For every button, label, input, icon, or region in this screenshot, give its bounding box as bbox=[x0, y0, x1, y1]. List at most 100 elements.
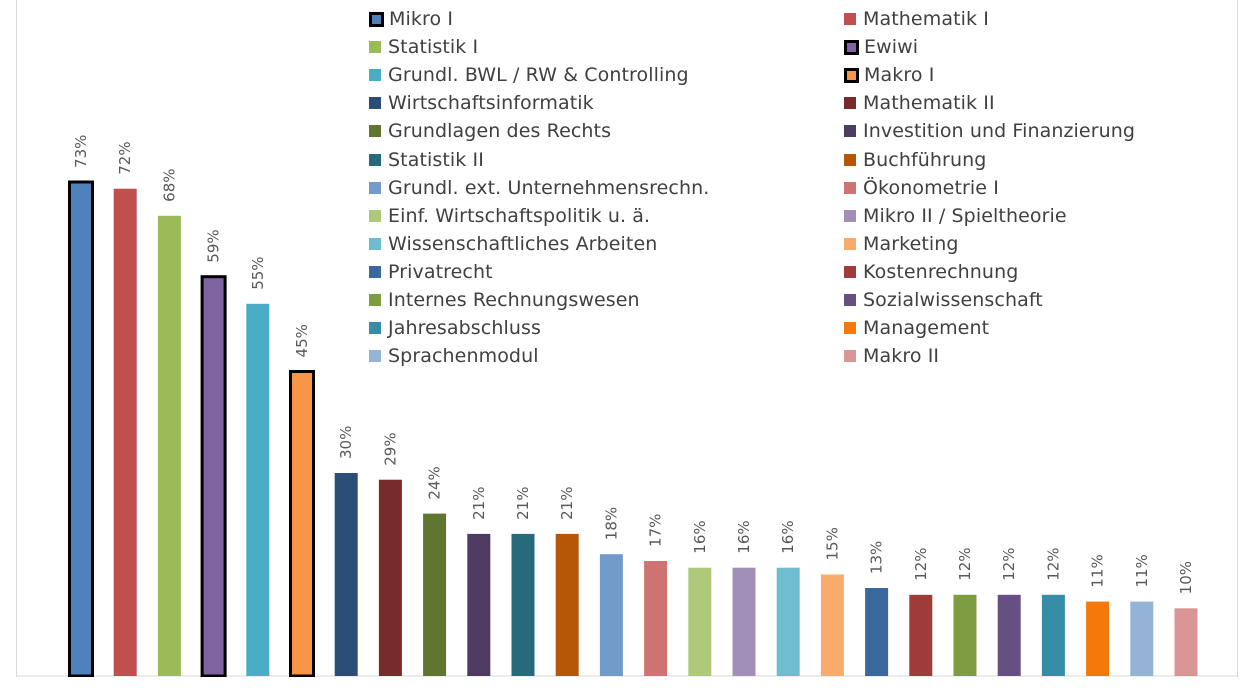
data-label-ewiwi: 59% bbox=[205, 229, 223, 262]
data-label-mathematik-i: 72% bbox=[116, 141, 134, 174]
legend-label: Marketing bbox=[863, 232, 959, 255]
legend-item-mathematik-i: Mathematik I bbox=[844, 7, 989, 31]
chart-frame: 73% 72% 68% 59% 55% 45% 30% 29% 24% 21% 21% 21% 18% 1… bbox=[16, 0, 1239, 677]
legend-swatch bbox=[369, 322, 381, 335]
legend-item-statistik-i: Statistik I bbox=[369, 35, 478, 59]
bar-internes-rechnungswesen bbox=[953, 594, 977, 676]
legend-swatch bbox=[369, 209, 381, 222]
bar-okonometrie-i bbox=[644, 561, 668, 676]
legend-label: Wirtschaftsinformatik bbox=[388, 92, 594, 115]
legend-item-ewiwi: Ewiwi bbox=[844, 35, 918, 59]
legend-label: Buchführung bbox=[863, 148, 987, 171]
legend-label: Jahresabschluss bbox=[388, 317, 541, 340]
bar-grundl-ext-unternehmensrechn bbox=[599, 554, 623, 676]
bar-investition-und-finanzierung bbox=[467, 533, 491, 676]
legend-swatch bbox=[844, 350, 856, 363]
data-label-kostenrechnung: 12% bbox=[912, 547, 930, 580]
legend-swatch bbox=[369, 237, 381, 250]
legend-label: Grundl. ext. Unternehmensrechn. bbox=[388, 176, 710, 199]
legend-item-management: Management bbox=[844, 316, 989, 340]
legend-swatch bbox=[369, 350, 381, 363]
legend-swatch bbox=[369, 181, 381, 194]
legend-label: Mathematik I bbox=[863, 8, 989, 30]
data-label-mikro-i: 73% bbox=[72, 135, 90, 168]
data-label-makro-i: 45% bbox=[293, 324, 311, 357]
legend-item-makro-ii: Makro II bbox=[844, 344, 939, 368]
bar-wissenschaftliches-arbeiten bbox=[776, 567, 800, 676]
legend-swatch bbox=[844, 209, 856, 222]
legend-swatch bbox=[844, 237, 856, 250]
legend-label: Statistik II bbox=[388, 148, 484, 171]
legend-label: Management bbox=[863, 317, 990, 340]
bar-statistik-i bbox=[157, 215, 181, 677]
bar-mathematik-ii bbox=[378, 479, 402, 676]
data-label-einf-wirtschaftspolitik-u-a: 16% bbox=[691, 520, 709, 553]
data-label-okonometrie-i: 17% bbox=[647, 514, 665, 547]
bar-statistik-ii bbox=[511, 533, 535, 676]
legend-swatch bbox=[844, 322, 856, 335]
bar-kostenrechnung bbox=[909, 594, 933, 676]
bar-sprachenmodul bbox=[1130, 601, 1154, 676]
legend-item-makro-i: Makro I bbox=[844, 63, 934, 87]
bar-ewiwi bbox=[200, 275, 227, 677]
legend-item-sozialwissenschaft: Sozialwissenschaft bbox=[844, 288, 1043, 312]
legend-item-buchfuhrung: Buchführung bbox=[844, 148, 986, 172]
data-label-mikro-ii-spieltheorie: 16% bbox=[735, 520, 753, 553]
data-label-makro-ii: 10% bbox=[1177, 561, 1195, 594]
legend-label: Makro I bbox=[864, 64, 935, 87]
legend-item-okonometrie-i: Ökonometrie I bbox=[844, 176, 999, 200]
legend-swatch bbox=[844, 153, 856, 166]
bar-marketing bbox=[820, 574, 844, 676]
bar-buchfuhrung bbox=[555, 533, 579, 676]
legend-label: Wissenschaftliches Arbeiten bbox=[388, 232, 658, 255]
legend-label: Privatrecht bbox=[388, 260, 493, 283]
legend-item-grundlagen-des-rechts: Grundlagen des Rechts bbox=[369, 119, 611, 143]
data-label-mathematik-ii: 29% bbox=[381, 432, 399, 465]
legend-item-einf-wirtschaftspolitik-u-a: Einf. Wirtschaftspolitik u. ä. bbox=[369, 204, 650, 228]
bar-grundl-bwl-rw-controlling bbox=[246, 303, 270, 676]
data-label-statistik-i: 68% bbox=[160, 168, 178, 201]
legend-swatch bbox=[369, 265, 381, 278]
bar-einf-wirtschaftspolitik-u-a bbox=[688, 567, 712, 676]
bar-makro-ii bbox=[1174, 608, 1198, 676]
bar-mikro-i bbox=[68, 180, 94, 677]
legend-item-grundl-ext-unternehmensrechn: Grundl. ext. Unternehmensrechn. bbox=[369, 176, 709, 200]
data-label-statistik-ii: 21% bbox=[514, 487, 532, 520]
legend-label: Makro II bbox=[863, 345, 940, 368]
legend-swatch bbox=[369, 125, 381, 138]
data-label-jahresabschluss: 12% bbox=[1044, 547, 1062, 580]
legend-item-internes-rechnungswesen: Internes Rechnungswesen bbox=[369, 288, 640, 312]
legend-label: Mikro II / Spieltheorie bbox=[863, 204, 1067, 227]
legend-label: Internes Rechnungswesen bbox=[388, 289, 640, 311]
data-label-investition-und-finanzierung: 21% bbox=[470, 487, 488, 520]
data-label-wirtschaftsinformatik: 30% bbox=[337, 426, 355, 459]
bar-mathematik-i bbox=[113, 188, 137, 676]
legend-item-mathematik-ii: Mathematik II bbox=[844, 91, 995, 115]
bar-management bbox=[1086, 601, 1110, 676]
legend-item-wissenschaftliches-arbeiten: Wissenschaftliches Arbeiten bbox=[369, 232, 657, 256]
legend-item-jahresabschluss: Jahresabschluss bbox=[369, 316, 541, 340]
bar-chart: 73% 72% 68% 59% 55% 45% 30% 29% 24% 21% 21% 21% 18% 1… bbox=[17, 135, 1239, 677]
data-label-internes-rechnungswesen: 12% bbox=[956, 547, 974, 580]
legend-label: Ewiwi bbox=[864, 36, 919, 59]
legend-swatch bbox=[369, 153, 381, 166]
bar-makro-i bbox=[289, 370, 315, 677]
data-label-grundl-ext-unternehmensrechn: 18% bbox=[602, 507, 620, 540]
data-label-sprachenmodul: 11% bbox=[1133, 554, 1151, 587]
legend-item-statistik-ii: Statistik II bbox=[369, 148, 484, 172]
data-label-wissenschaftliches-arbeiten: 16% bbox=[779, 520, 797, 553]
bar-grundlagen-des-rechts bbox=[423, 513, 447, 676]
legend-item-privatrecht: Privatrecht bbox=[369, 260, 493, 284]
bar-privatrecht bbox=[865, 588, 889, 676]
legend-swatch bbox=[844, 67, 859, 83]
legend-swatch bbox=[844, 294, 856, 306]
data-label-privatrecht: 13% bbox=[868, 541, 886, 574]
bar-jahresabschluss bbox=[1041, 594, 1065, 676]
legend-swatch bbox=[844, 125, 856, 138]
bar-wirtschaftsinformatik bbox=[334, 473, 358, 676]
legend-item-wirtschaftsinformatik: Wirtschaftsinformatik bbox=[369, 91, 594, 115]
legend-swatch bbox=[844, 181, 856, 194]
legend-label: Investition und Finanzierung bbox=[863, 120, 1136, 143]
legend-label: Einf. Wirtschaftspolitik u. ä. bbox=[388, 204, 651, 227]
data-label-grundl-bwl-rw-controlling: 55% bbox=[249, 256, 267, 289]
